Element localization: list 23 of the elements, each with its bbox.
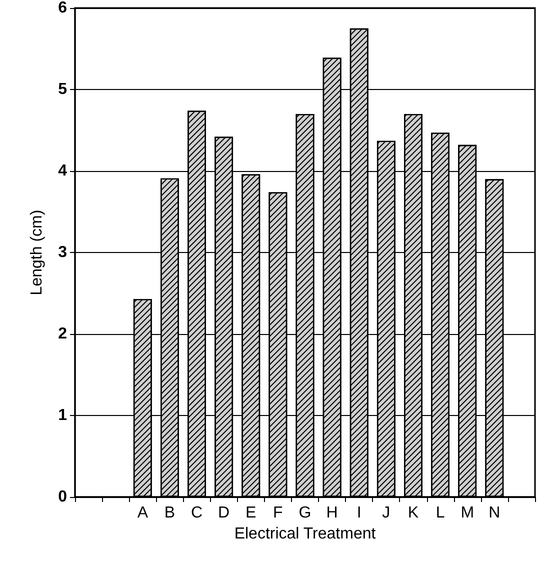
- y-tick-label: 4: [58, 162, 68, 180]
- x-tick-label: I: [356, 504, 362, 522]
- y-tick-label: 6: [58, 0, 68, 16]
- x-tick-label: E: [246, 504, 256, 522]
- x-tick-label: C: [190, 504, 203, 522]
- x-tick-label: A: [137, 504, 148, 522]
- x-tick-label: G: [298, 504, 312, 522]
- x-tick-label: M: [460, 504, 474, 522]
- x-tick-label: N: [488, 504, 500, 522]
- x-tick-label: K: [408, 504, 419, 522]
- y-tick-label: 2: [58, 326, 68, 342]
- x-tick-label: J: [382, 504, 390, 522]
- x-tick-label: F: [273, 504, 284, 522]
- x-tick-label: D: [218, 504, 230, 522]
- y-tick-label: 5: [58, 81, 68, 98]
- x-tick-label: L: [436, 504, 445, 522]
- x-tick-label: H: [326, 504, 338, 522]
- x-tick-label: B: [164, 504, 176, 522]
- x-axis-title: Electrical Treatment: [234, 525, 376, 542]
- y-tick-label: 0: [58, 488, 68, 506]
- y-tick-label: 1: [58, 407, 68, 424]
- y-axis-title: Length (cm): [28, 210, 46, 296]
- y-tick-label: 3: [58, 244, 68, 261]
